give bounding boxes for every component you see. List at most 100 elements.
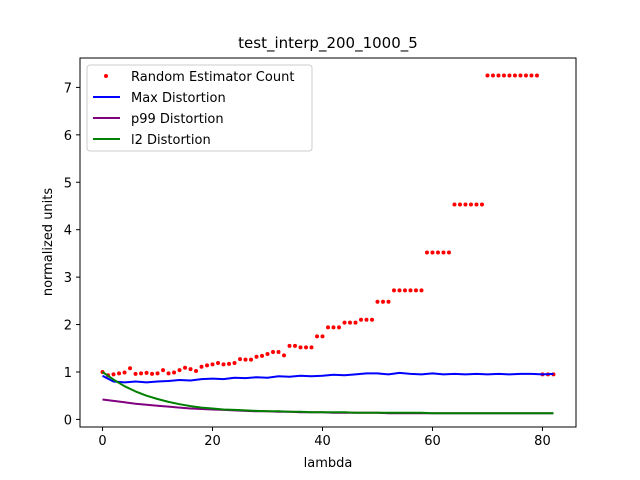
data-point (177, 368, 182, 373)
data-point (353, 320, 358, 325)
data-point (309, 345, 314, 350)
y-tick-label: 0 (64, 413, 72, 428)
data-point (183, 365, 188, 370)
data-point (139, 371, 144, 376)
data-point (391, 288, 396, 293)
data-point (227, 361, 232, 366)
series-line (101, 371, 554, 415)
data-point (205, 363, 210, 368)
data-point (161, 368, 166, 373)
data-point (298, 345, 303, 350)
data-point (347, 320, 352, 325)
data-point (402, 288, 407, 293)
data-point (397, 288, 402, 293)
data-point (380, 299, 385, 304)
data-point (386, 299, 391, 304)
data-point (375, 299, 380, 304)
plot-frame (79, 57, 577, 428)
y-axis-label: normalized units (41, 188, 56, 297)
data-point (485, 73, 490, 78)
x-tick-label: 60 (424, 434, 441, 449)
data-point (287, 343, 292, 348)
y-axis-ticks: 0 1 2 3 4 5 6 7 (64, 81, 80, 428)
data-point (150, 371, 155, 376)
data-point (534, 73, 539, 78)
data-point (304, 345, 309, 350)
data-point (452, 202, 457, 207)
data-point (232, 360, 237, 365)
data-point (474, 202, 479, 207)
data-point (166, 371, 171, 376)
data-point (144, 370, 149, 375)
data-point (336, 325, 341, 330)
data-point (172, 370, 177, 375)
data-point (111, 372, 116, 377)
data-point (315, 334, 320, 339)
data-point (271, 350, 276, 355)
data-point (128, 366, 133, 371)
data-point (496, 73, 501, 78)
data-point (188, 367, 193, 372)
data-point (155, 371, 160, 376)
legend: Random Estimator Count Max Distortion p99 … (86, 64, 313, 152)
data-point (210, 362, 215, 367)
data-point (501, 73, 506, 78)
data-point (408, 288, 413, 293)
data-point (419, 288, 424, 293)
data-point (249, 357, 254, 362)
y-tick-label: 5 (64, 176, 72, 191)
data-point (243, 357, 248, 362)
data-point (133, 371, 138, 376)
data-point (293, 343, 298, 348)
data-point (446, 250, 451, 255)
x-tick-label: 40 (314, 434, 331, 449)
y-tick-label: 4 (64, 224, 72, 239)
series-line (102, 371, 554, 384)
data-point (254, 354, 259, 359)
data-point (216, 360, 221, 365)
data-point (358, 317, 363, 322)
data-point (369, 317, 374, 322)
y-tick-label: 1 (64, 366, 72, 381)
data-point (441, 250, 446, 255)
data-point (479, 202, 484, 207)
data-point (490, 73, 495, 78)
chart-title: test_interp_200_1000_5 (238, 34, 418, 53)
data-point (221, 362, 226, 367)
y-tick-label: 7 (64, 81, 72, 96)
legend-label: p99 Distortion (131, 112, 224, 127)
data-point (199, 364, 204, 369)
data-point (342, 320, 347, 325)
data-point (320, 334, 325, 339)
legend-label: Random Estimator Count (131, 70, 294, 85)
data-point (468, 202, 473, 207)
data-point (463, 202, 468, 207)
data-point (523, 73, 528, 78)
x-tick-label: 80 (534, 434, 551, 449)
x-tick-label: 20 (204, 434, 221, 449)
data-point (413, 288, 418, 293)
data-point (122, 370, 127, 375)
data-point (260, 353, 265, 358)
x-axis-label: lambda (304, 456, 353, 471)
data-point (117, 371, 122, 376)
data-point (457, 202, 462, 207)
y-tick-label: 2 (64, 319, 72, 334)
data-point (238, 357, 243, 362)
data-point (435, 250, 440, 255)
legend-label: l2 Distortion (131, 133, 211, 148)
series-l2-distortion (101, 371, 554, 415)
y-tick-label: 3 (64, 271, 72, 286)
data-point (331, 325, 336, 330)
data-point (430, 250, 435, 255)
data-point (282, 353, 287, 358)
legend-box (86, 64, 313, 152)
series-layer (100, 73, 556, 415)
legend-label: Max Distortion (131, 91, 226, 106)
data-point (276, 350, 281, 355)
y-tick-label: 6 (64, 129, 72, 144)
data-point (424, 250, 429, 255)
data-point (529, 73, 534, 78)
data-point (364, 317, 369, 322)
